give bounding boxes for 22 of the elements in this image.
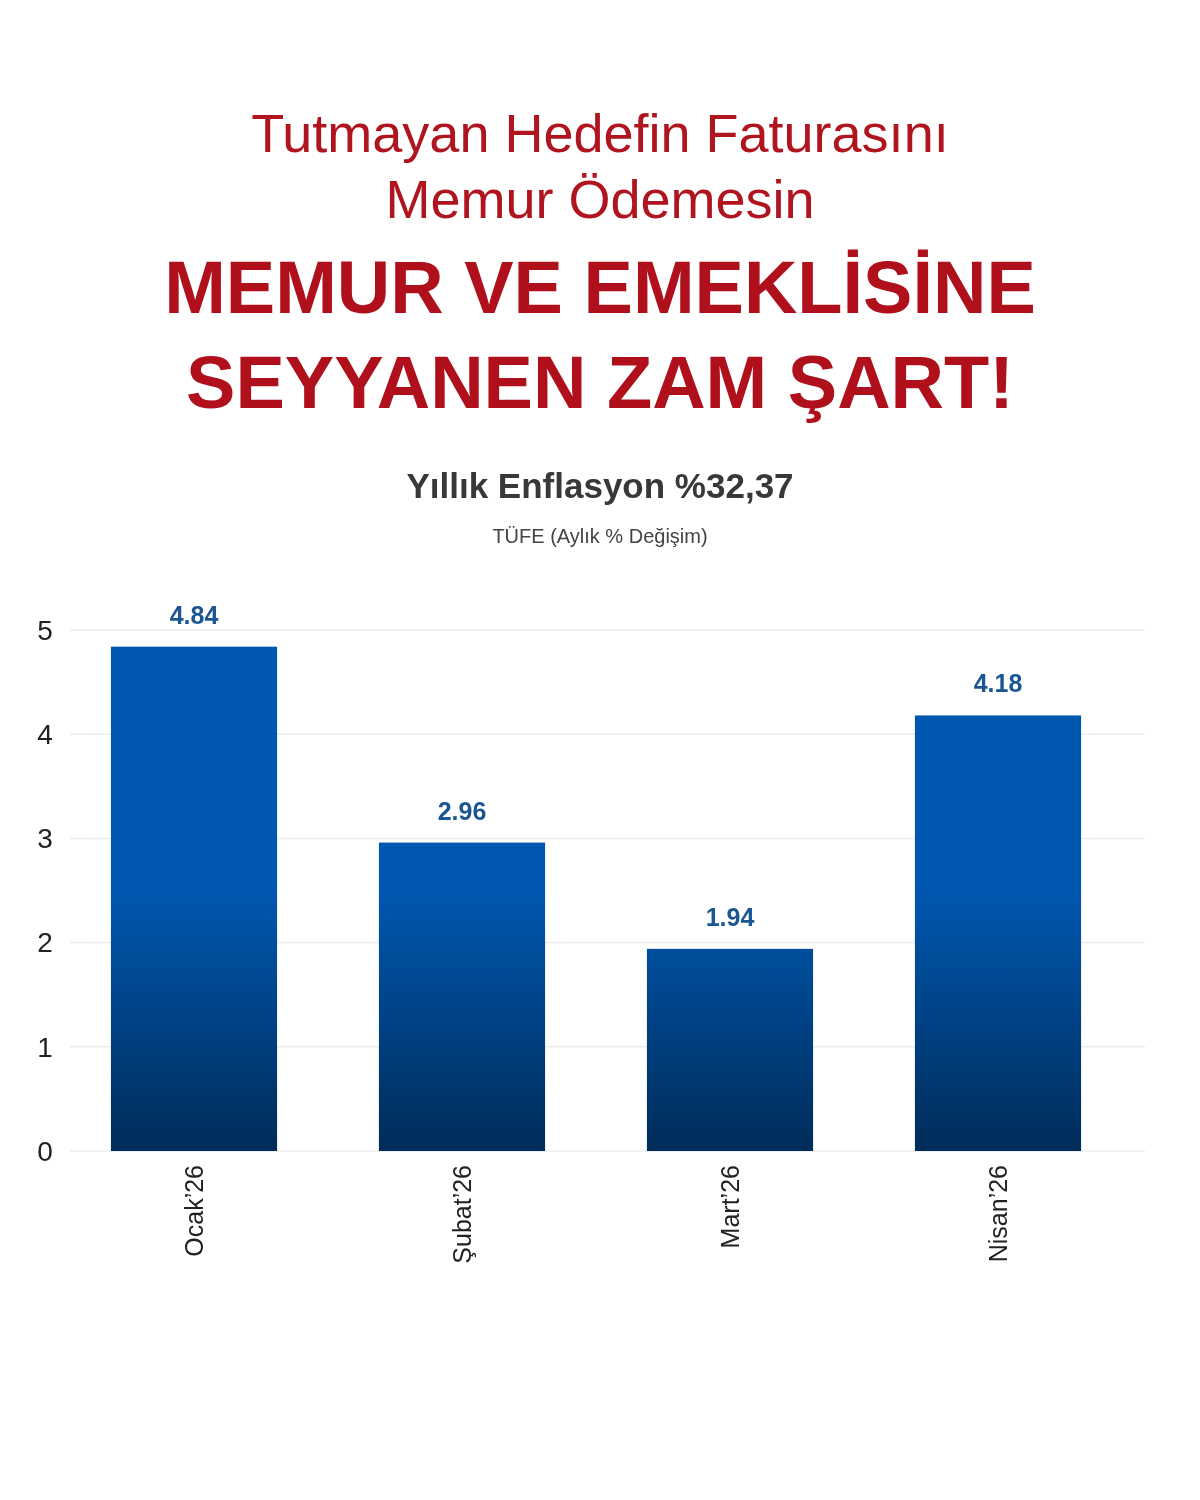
x-tick-label: Mart’26 xyxy=(715,1165,744,1249)
bar xyxy=(646,948,814,1151)
data-label: 4.84 xyxy=(169,600,219,629)
x-tick-label: Nisan’26 xyxy=(983,1165,1012,1263)
text: Tutmayan Hedefin Faturasını Memur Ödemesin xyxy=(251,103,949,229)
bar xyxy=(914,715,1082,1151)
y-tick-label: 5 xyxy=(37,614,53,646)
data-label: 1.94 xyxy=(705,902,755,931)
data-label: 4.18 xyxy=(973,669,1023,698)
y-tick-label: 2 xyxy=(37,927,53,959)
data-label: 2.96 xyxy=(437,796,487,825)
chart-title: Yıllık Enflasyon %32,37 xyxy=(406,466,794,505)
y-tick-label: 3 xyxy=(37,823,53,855)
chart-subtitle: TÜFE (Aylık % Değişim) xyxy=(492,525,708,547)
x-tick-label: Ocak’26 xyxy=(179,1165,208,1257)
bar xyxy=(378,842,546,1151)
x-tick-label: Şubat’26 xyxy=(447,1165,476,1264)
y-tick-label: 4 xyxy=(37,719,53,750)
bar xyxy=(110,646,278,1151)
y-tick-label: 1 xyxy=(37,1031,53,1063)
y-tick-label: 0 xyxy=(37,1135,53,1167)
text: MEMUR VE EMEKLİSİNE SEYYANEN ZAM ŞART! xyxy=(164,246,1036,424)
